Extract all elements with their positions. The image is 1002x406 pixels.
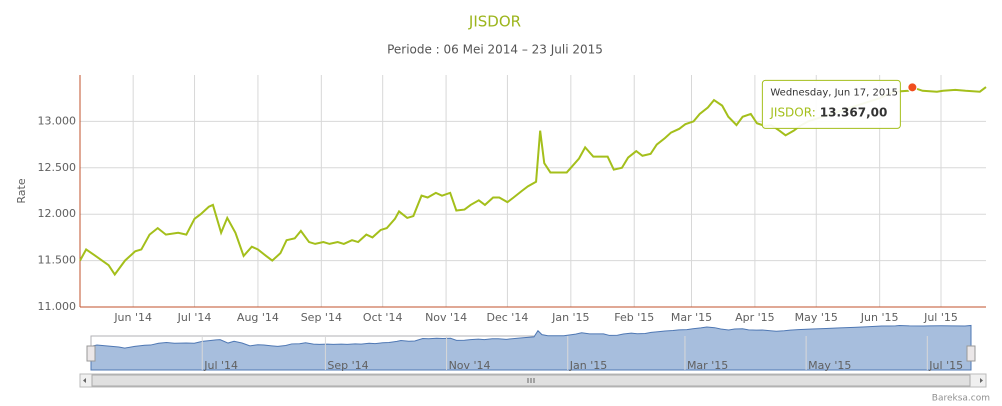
navigator-tick-label: Mar '15: [687, 359, 728, 372]
tooltip-label: JISDOR:: [769, 105, 815, 119]
tooltip-line: JISDOR: 13.367,00: [769, 105, 887, 119]
x-tick-label: Jun '14: [113, 311, 152, 324]
navigator-handle[interactable]: [86, 345, 96, 362]
y-tick-label: 12.500: [38, 161, 77, 174]
x-tick-label: Feb '15: [614, 311, 654, 324]
plot-area: 11.000 11.500 12.000 12.500 13.000 Jun '14 Jul…: [38, 75, 987, 324]
navigator-tick-label: Jan '15: [569, 359, 607, 372]
x-tick-label: Aug '14: [237, 311, 279, 324]
line-series: [79, 86, 987, 277]
y-axis-label: Rate: [15, 178, 28, 203]
x-tick-label: Apr '15: [735, 311, 775, 324]
navigator-area: [90, 324, 972, 371]
x-tick-label: Jul '14: [177, 311, 212, 324]
navigator-tick-label: May '15: [808, 359, 851, 372]
x-tick-label: Dec '14: [487, 311, 529, 324]
navigator-handle[interactable]: [966, 345, 976, 362]
navigator-tick-label: Jul '15: [928, 359, 963, 372]
tooltip-value: 13.367,00: [820, 105, 888, 119]
x-tick-label: Mar '15: [671, 311, 712, 324]
chart-subtitle: Periode : 06 Mei 2014 – 23 Juli 2015: [387, 43, 603, 57]
tooltip-box: [761, 79, 901, 129]
navigator[interactable]: Jul '14 Sep '14 Nov '14 Jan '15 Mar '15 May '…: [86, 324, 976, 372]
x-tick-label: Jul '15: [923, 311, 958, 324]
credit: Bareksa.com: [932, 394, 990, 404]
x-tick-label: Oct '14: [363, 311, 403, 324]
x-tick-label: Nov '14: [425, 311, 467, 324]
chart-title: JISDOR: [468, 13, 521, 31]
navigator-tick-label: Jul '14: [203, 359, 238, 372]
hover-marker: [907, 82, 918, 93]
tooltip-header: Wednesday, Jun 17, 2015: [770, 87, 898, 98]
x-tick-label: May '15: [795, 311, 838, 324]
scrollbar-grip: [527, 378, 535, 383]
y-tick-label: 12.000: [38, 207, 77, 220]
y-tick-label: 11.500: [38, 254, 77, 267]
scrollbar[interactable]: [79, 373, 987, 388]
x-tick-label: Sep '14: [301, 311, 342, 324]
y-tick-label: 11.000: [38, 300, 77, 313]
y-tick-label: 13.000: [38, 114, 77, 127]
navigator-tick-label: Nov '14: [449, 359, 491, 372]
navigator-tick-label: Sep '14: [327, 359, 368, 372]
x-tick-label: Jan '15: [551, 311, 589, 324]
x-tick-label: Jun '15: [860, 311, 899, 324]
